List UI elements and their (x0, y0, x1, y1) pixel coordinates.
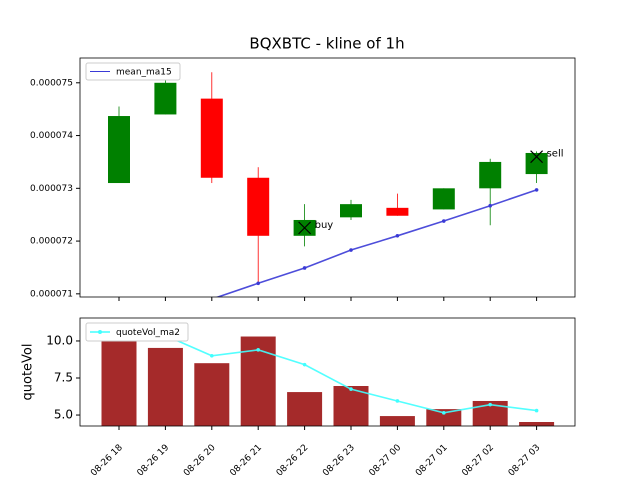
ma-line-point (488, 402, 493, 407)
candle-plot (108, 72, 548, 297)
candle-body (432, 188, 455, 210)
candle-body (340, 204, 362, 218)
candle-body (108, 116, 130, 184)
trade-marker (298, 221, 312, 235)
trade-label: buy (315, 220, 334, 231)
bar (426, 409, 462, 426)
ma-line-point (534, 408, 539, 413)
candle-body (525, 152, 548, 175)
trade-marker (530, 150, 544, 164)
trade-label: sell (547, 149, 564, 160)
candle-body (479, 161, 502, 189)
ma-line-point (534, 188, 539, 192)
ma-line-point (488, 203, 493, 208)
legend-label: quoteVol_ma2 (116, 328, 180, 338)
ma-line-point (210, 353, 214, 358)
chart-title: BQXBTC - kline of 1h (249, 35, 404, 53)
y-tick-label: 5.0 (54, 408, 73, 422)
ma-line-point (349, 248, 353, 252)
bar (379, 416, 415, 426)
y-tick-label: 0.000074 (30, 131, 73, 141)
ma-line-point (302, 362, 307, 367)
y-tick-label: 0.000071 (30, 289, 73, 299)
bottom-axes-frame (79, 317, 576, 427)
bar (519, 422, 555, 426)
bar (194, 363, 230, 426)
y-tick-label: 0.000073 (30, 184, 73, 194)
y-tick-label: 10.0 (46, 333, 73, 347)
y-tick-label: 7.5 (54, 371, 73, 385)
ma-line-point (349, 387, 353, 391)
candle-body (247, 177, 270, 236)
candle-body (200, 98, 223, 178)
legend-marker (98, 330, 102, 334)
ma-line-point (442, 411, 446, 415)
ma-line-point (395, 233, 400, 238)
legend-label: mean_ma15 (116, 68, 172, 78)
candle-body (386, 207, 409, 216)
ma-line-point (256, 281, 261, 286)
y-axis-label: quoteVol (21, 344, 36, 401)
ma-line-point (395, 399, 400, 403)
bar (147, 347, 183, 426)
bar (287, 392, 323, 426)
y-tick-label: 0.000072 (30, 237, 73, 247)
ma-line-point (442, 219, 446, 223)
ma-line (215, 189, 537, 297)
top-axes-frame (79, 57, 576, 298)
candle-body (154, 82, 177, 115)
ma-line-point (256, 348, 261, 352)
legend-box (85, 62, 181, 81)
y-tick-label: 0.000075 (30, 78, 73, 88)
legend-box (85, 322, 189, 342)
ma-line-point (302, 266, 307, 270)
